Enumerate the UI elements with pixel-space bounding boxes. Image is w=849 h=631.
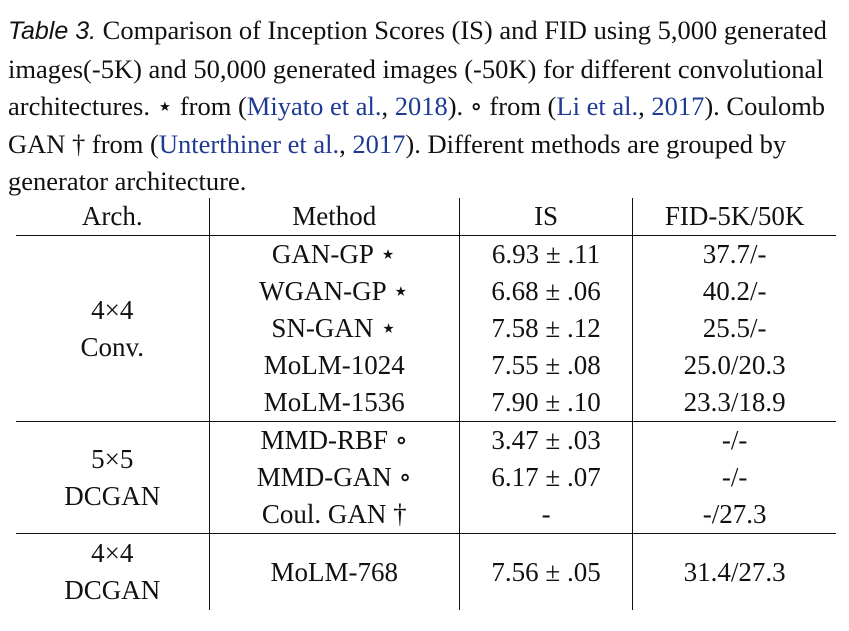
- table-row: 4×4 DCGAN MoLM-768 7.56 ± .05 31.4/27.3: [16, 533, 836, 610]
- citation-year-link[interactable]: 2018: [394, 91, 448, 121]
- method-cell: Coul. GAN †: [209, 496, 460, 534]
- method-cell: MoLM-1536: [209, 384, 460, 422]
- fid-cell: 23.3/18.9: [683, 387, 786, 417]
- table-row: MMD-GAN ∘ 6.17 ± .07 -/-: [16, 459, 836, 496]
- caption-label: Table 3.: [8, 17, 97, 45]
- table-row: Coul. GAN † - -/27.3: [16, 496, 836, 534]
- method-cell: MMD-RBF ∘: [209, 421, 460, 459]
- table-row: SN-GAN ⋆ 7.58 ± .12 25.5/-: [16, 310, 836, 347]
- is-cell: 7.90 ± .10: [459, 384, 634, 422]
- arch-cell: 4×4 Conv.: [16, 235, 210, 422]
- is-cell: 6.68 ± .06: [459, 273, 634, 310]
- method-cell: MMD-GAN ∘: [209, 459, 460, 496]
- citation-separator: ,: [638, 91, 652, 121]
- method-cell: SN-GAN ⋆: [209, 310, 460, 347]
- header-method: Method: [209, 198, 460, 236]
- is-cell: 7.55 ± .08: [459, 347, 634, 384]
- table-row: WGAN-GP ⋆ 6.68 ± .06 40.2/-: [16, 273, 836, 310]
- table-row: MoLM-1024 7.55 ± .08 25.0/20.3: [16, 347, 836, 384]
- header-arch: Arch.: [16, 198, 210, 236]
- arch-type: DCGAN: [64, 480, 161, 511]
- arch-cell: 5×5 DCGAN: [16, 421, 210, 534]
- results-table: Arch. Method IS FID-5K/50K 4×4 Conv. GAN…: [16, 198, 836, 610]
- caption-text: ). Different methods are grouped by gene…: [8, 128, 787, 197]
- arch-kernel: 5×5: [91, 443, 134, 474]
- method-cell: MoLM-1024: [209, 347, 460, 384]
- caption-text: ). ∘ from (: [447, 91, 557, 121]
- fid-cell: 25.5/-: [702, 313, 767, 343]
- arch-cell: 4×4 DCGAN: [16, 533, 210, 610]
- arch-kernel: 4×4: [91, 294, 134, 325]
- is-cell: 6.17 ± .07: [459, 459, 634, 496]
- citation-link[interactable]: Li et al.: [556, 91, 639, 121]
- citation-year-link[interactable]: 2017: [651, 91, 705, 121]
- citation-link[interactable]: Miyato et al.: [246, 91, 382, 121]
- is-cell: 6.93 ± .11: [459, 235, 634, 273]
- citation-separator: ,: [381, 91, 395, 121]
- table-header-row: Arch. Method IS FID-5K/50K: [16, 198, 836, 236]
- fid-cell: -/27.3: [702, 499, 767, 529]
- table-caption: Table 3. Comparison of Inception Scores …: [8, 12, 838, 201]
- table-row: MoLM-1536 7.90 ± .10 23.3/18.9: [16, 384, 836, 422]
- fid-cell: -/-: [632, 421, 836, 459]
- method-cell: WGAN-GP ⋆: [209, 273, 460, 310]
- arch-type: Conv.: [80, 331, 145, 362]
- citation-separator: ,: [339, 128, 353, 159]
- method-cell: GAN-GP ⋆: [209, 235, 460, 273]
- is-cell: 3.47 ± .03: [459, 421, 634, 459]
- is-cell: 7.58 ± .12: [459, 310, 634, 347]
- caption-text: ). Coulomb GAN † from (: [8, 91, 826, 159]
- table-row: 4×4 Conv. GAN-GP ⋆ 6.93 ± .11 37.7/-: [16, 235, 836, 422]
- citation-link[interactable]: Unterthiner et al.: [158, 128, 340, 159]
- fid-cell: -/-: [721, 462, 748, 492]
- is-cell: -: [459, 496, 634, 534]
- fid-cell: 37.7/-: [632, 235, 836, 273]
- is-cell: 7.56 ± .05: [459, 533, 634, 610]
- fid-cell: 31.4/27.3: [632, 533, 836, 610]
- fid-cell: 40.2/-: [702, 276, 767, 306]
- header-is: IS: [459, 198, 634, 236]
- arch-kernel: 4×4: [91, 538, 134, 568]
- table-row: 5×5 DCGAN MMD-RBF ∘ 3.47 ± .03 -/-: [16, 421, 836, 534]
- method-cell: MoLM-768: [209, 533, 460, 610]
- arch-type: DCGAN: [64, 575, 161, 605]
- citation-year-link[interactable]: 2017: [352, 128, 406, 159]
- fid-cell: 25.0/20.3: [683, 350, 786, 380]
- header-fid: FID-5K/50K: [632, 198, 836, 236]
- caption-text: Comparison of Inception Scores (IS) and …: [8, 15, 827, 121]
